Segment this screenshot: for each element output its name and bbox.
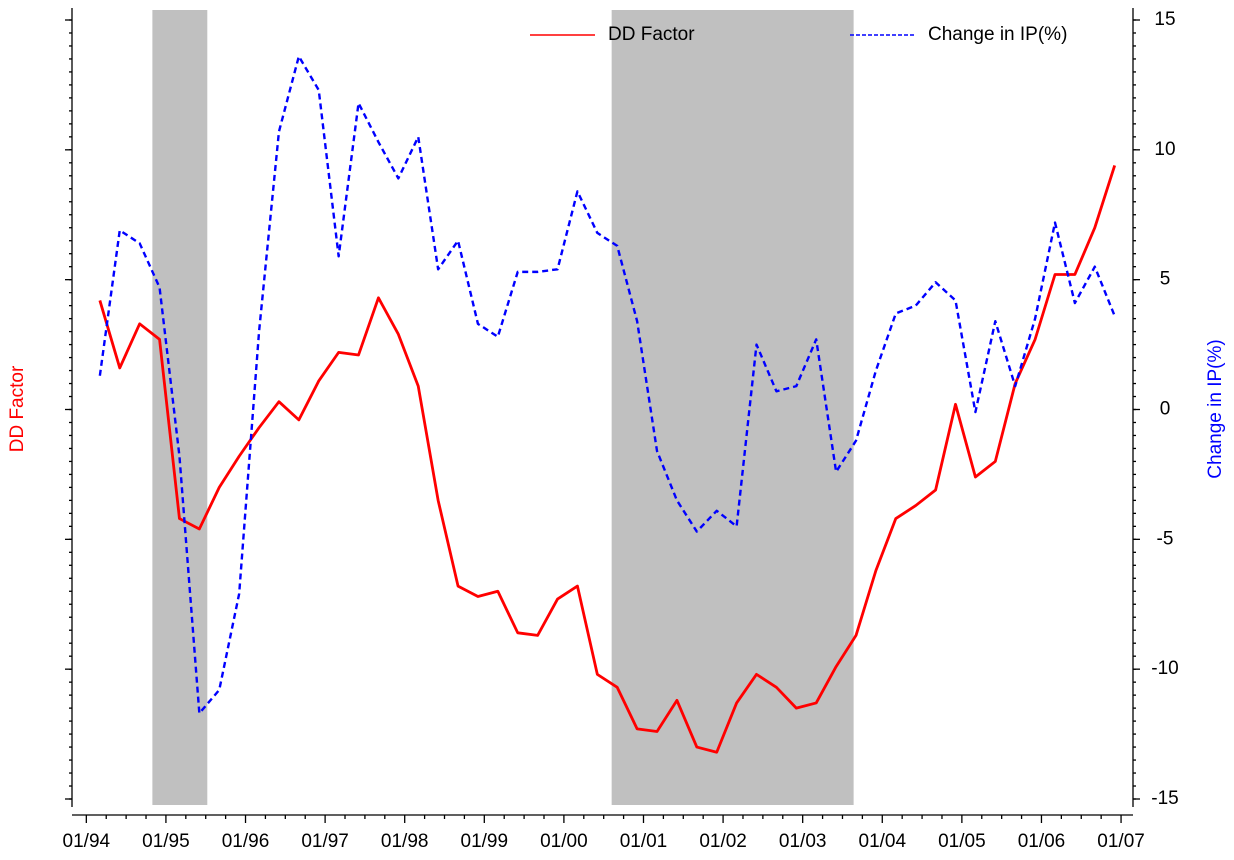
x-tick-label: 01/03 xyxy=(779,831,827,852)
x-tick-label: 01/06 xyxy=(1018,831,1066,852)
x-tick-label: 01/95 xyxy=(142,831,190,852)
y2-tick-label: 10 xyxy=(1154,139,1175,160)
y2-tick-label: -5 xyxy=(1157,528,1174,549)
x-tick-label: 01/01 xyxy=(620,831,668,852)
x-tick-label: 01/02 xyxy=(699,831,747,852)
shaded-period xyxy=(152,10,208,805)
x-tick-label: 01/98 xyxy=(381,831,429,852)
y2-tick-label: -15 xyxy=(1151,788,1178,809)
x-tick-label: 01/97 xyxy=(301,831,349,852)
y2-tick-label: 0 xyxy=(1160,399,1171,420)
y2-tick-label: 5 xyxy=(1160,269,1171,290)
x-tick-label: 01/05 xyxy=(938,831,986,852)
x-tick-label: 01/96 xyxy=(222,831,270,852)
legend-label: Change in IP(%) xyxy=(928,24,1067,45)
series-line xyxy=(98,164,1117,754)
series-line xyxy=(98,55,1116,715)
x-tick-label: 01/94 xyxy=(63,831,111,852)
x-tick-label: 01/07 xyxy=(1097,831,1145,852)
x-tick-label: 01/00 xyxy=(540,831,588,852)
y-axis-label: DD Factor xyxy=(7,365,28,452)
shaded-period xyxy=(611,10,854,805)
y2-axis-label: Change in IP(%) xyxy=(1205,339,1226,478)
x-tick-label: 01/04 xyxy=(859,831,907,852)
x-tick-label: 01/99 xyxy=(461,831,509,852)
legend-label: DD Factor xyxy=(608,24,695,45)
y2-tick-label: 15 xyxy=(1154,9,1175,30)
y2-tick-label: -10 xyxy=(1151,658,1178,679)
